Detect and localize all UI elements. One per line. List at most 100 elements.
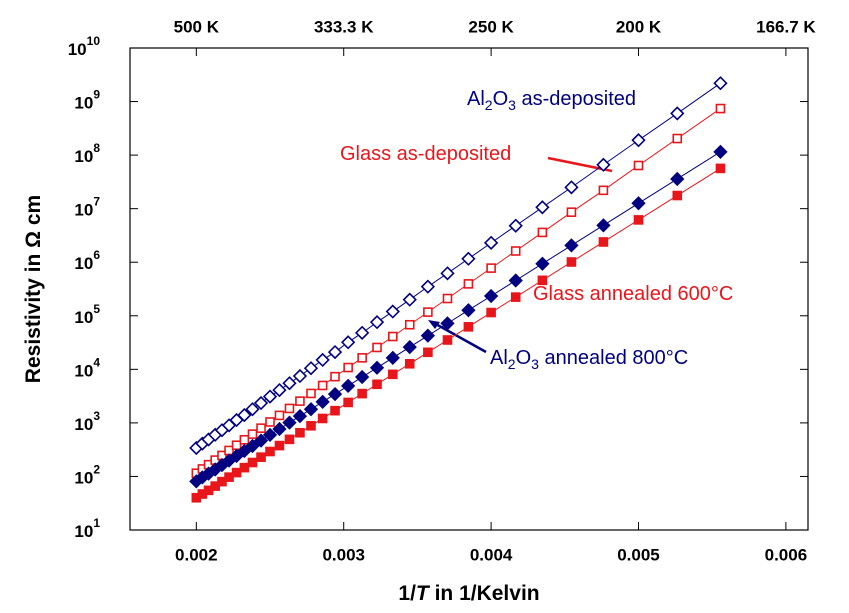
annotation-part: O	[493, 88, 509, 110]
square-marker	[715, 103, 726, 114]
square-marker	[442, 293, 453, 304]
diamond-marker	[713, 76, 728, 91]
square-marker	[423, 347, 433, 358]
x-label-part: 1/	[398, 582, 416, 605]
square-marker	[295, 396, 305, 406]
x2-tick-label: 500 K	[174, 17, 220, 36]
y-tick-label: 103	[74, 409, 100, 434]
square-marker	[486, 307, 496, 318]
x-tick-label: 0.004	[470, 545, 513, 564]
annotation-part: Glass as-deposited	[340, 143, 511, 165]
square-marker	[317, 413, 328, 424]
diamond-marker	[420, 279, 436, 294]
square-marker	[231, 440, 242, 451]
annotation-part: 3	[508, 97, 516, 113]
square-marker	[330, 405, 340, 416]
annotation: Al2O3 as-deposited	[467, 88, 636, 113]
diamond-marker	[369, 360, 385, 375]
diamond-marker	[713, 144, 728, 159]
diamond-marker	[327, 386, 343, 402]
diamond-marker	[402, 339, 417, 355]
y-tick-exponent: 4	[93, 356, 100, 370]
diamond-marker	[237, 407, 252, 423]
square-marker	[239, 462, 250, 473]
annotation-arrowhead	[428, 320, 440, 329]
square-marker	[357, 353, 367, 363]
diamond-marker	[355, 369, 370, 385]
annotation: Glass as-deposited	[340, 143, 511, 165]
y-tick-base: 10	[68, 40, 87, 59]
y-tick-label: 109	[74, 88, 100, 113]
x-tick-label: 0.005	[617, 545, 660, 564]
square-marker	[537, 275, 548, 286]
diamond-marker	[355, 325, 370, 340]
diamond-marker	[564, 238, 579, 253]
diamond-marker	[292, 408, 308, 424]
square-marker	[306, 420, 316, 431]
square-marker	[372, 342, 382, 353]
diamond-marker	[402, 292, 417, 307]
y-tick-base: 10	[74, 308, 93, 327]
square-marker	[672, 133, 683, 144]
y-tick-exponent: 1	[93, 516, 100, 530]
diamond-marker	[282, 415, 297, 430]
square-marker	[343, 362, 353, 373]
square-marker	[672, 190, 683, 201]
diamond-marker	[670, 106, 685, 121]
square-marker	[387, 331, 398, 342]
square-marker	[265, 417, 275, 427]
square-marker	[404, 319, 415, 330]
x-tick-label: 0.006	[765, 545, 808, 564]
x-tick-label: 0.002	[175, 545, 218, 564]
square-marker	[274, 440, 285, 451]
square-marker	[247, 457, 258, 468]
y-tick-label: 106	[74, 248, 100, 273]
diamond-marker	[440, 266, 455, 281]
y-tick-base: 10	[74, 255, 93, 274]
diamond-marker	[461, 251, 476, 266]
square-marker	[486, 263, 496, 273]
diamond-marker	[483, 235, 499, 250]
diamond-marker	[245, 402, 260, 417]
diamond-marker	[461, 303, 476, 318]
square-marker	[566, 207, 577, 217]
square-marker	[404, 358, 415, 369]
diamond-marker	[253, 395, 269, 411]
y-tick-label: 108	[74, 141, 100, 166]
square-marker	[343, 397, 353, 408]
y-tick-base: 10	[74, 415, 93, 434]
square-marker	[510, 292, 521, 302]
diamond-marker	[596, 157, 611, 172]
diamond-marker	[272, 421, 287, 437]
square-marker	[387, 369, 398, 380]
annotation-part: Al	[467, 88, 485, 110]
y-tick-exponent: 6	[93, 248, 100, 262]
diamond-marker	[245, 438, 260, 454]
diamond-marker	[262, 427, 278, 443]
diamond-marker	[670, 171, 685, 187]
square-marker	[566, 257, 577, 267]
diamond-marker	[420, 328, 436, 343]
square-marker	[633, 160, 644, 171]
y-tick-base: 10	[74, 201, 93, 220]
square-marker	[274, 410, 285, 421]
square-marker	[306, 388, 316, 399]
diamond-marker	[369, 315, 385, 330]
y-tick-exponent: 5	[93, 302, 100, 316]
diamond-marker	[508, 273, 523, 288]
y-tick-exponent: 2	[93, 463, 100, 477]
y-tick-exponent: 3	[93, 409, 100, 423]
y-tick-label: 105	[74, 302, 100, 327]
diamond-marker	[440, 316, 455, 331]
diamond-marker	[341, 335, 356, 350]
diamond-marker	[535, 256, 550, 271]
diamond-marker	[596, 218, 611, 233]
square-marker	[231, 467, 242, 478]
y-tick-exponent: 8	[93, 141, 100, 155]
square-marker	[598, 185, 609, 196]
diamond-marker	[253, 433, 269, 448]
y-tick-base: 10	[74, 94, 93, 113]
diamond-marker	[535, 200, 550, 215]
annotation-part: Al	[490, 347, 508, 369]
x2-tick-label: 200 K	[616, 17, 662, 36]
